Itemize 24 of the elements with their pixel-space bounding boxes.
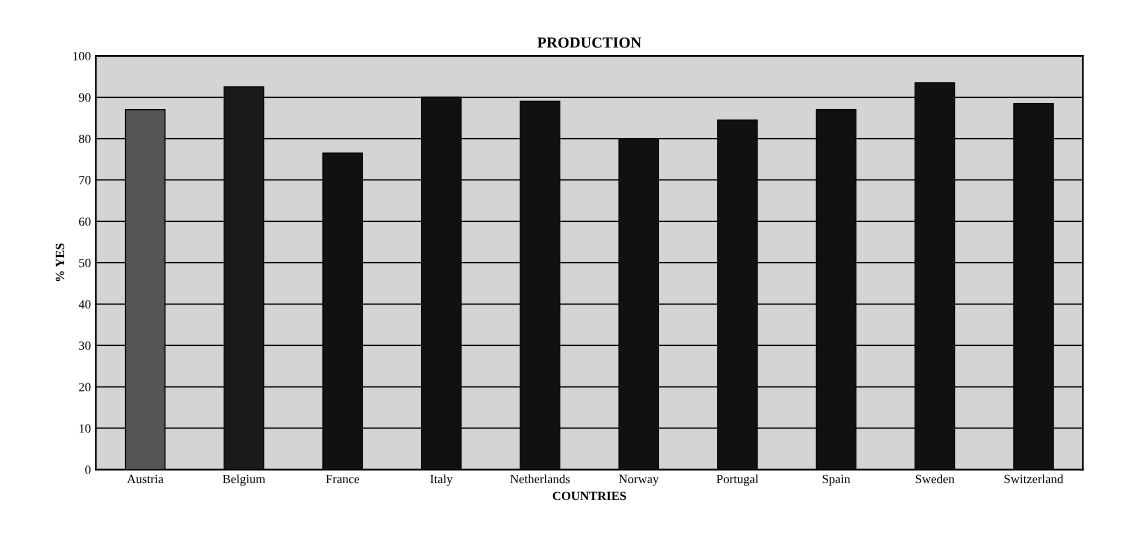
- y-tick-label: 10: [79, 424, 91, 433]
- y-axis-title: % YES: [55, 243, 65, 282]
- y-tick-label: 20: [79, 382, 91, 392]
- y-tick-label: 80: [79, 134, 91, 144]
- x-tick-label: Norway: [618, 474, 659, 486]
- x-tick-label: Italy: [430, 474, 453, 486]
- x-tick-label: France: [325, 474, 360, 484]
- y-tick-label: 50: [79, 258, 91, 268]
- x-tick-label: Netherlands: [510, 474, 570, 484]
- y-tick-label: 60: [79, 217, 91, 226]
- x-tick-label: Belgium: [222, 474, 266, 486]
- x-tick-label: Spain: [822, 474, 851, 486]
- y-tick-label: 30: [79, 341, 91, 350]
- y-tick-label: 100: [73, 51, 91, 61]
- y-tick-label: 0: [85, 465, 91, 475]
- y-tick-label: 70: [79, 176, 91, 185]
- x-tick-label: Austria: [126, 474, 164, 484]
- chart-title: PRODUCTION: [537, 37, 642, 48]
- x-tick-label: Sweden: [915, 474, 955, 484]
- y-tick-label: 40: [78, 300, 91, 309]
- x-axis-title: COUNTRIES: [552, 491, 627, 501]
- x-tick-label: Portugal: [716, 474, 759, 486]
- y-tick-label: 90: [78, 93, 91, 102]
- x-tick-label: Switzerland: [1004, 474, 1064, 484]
